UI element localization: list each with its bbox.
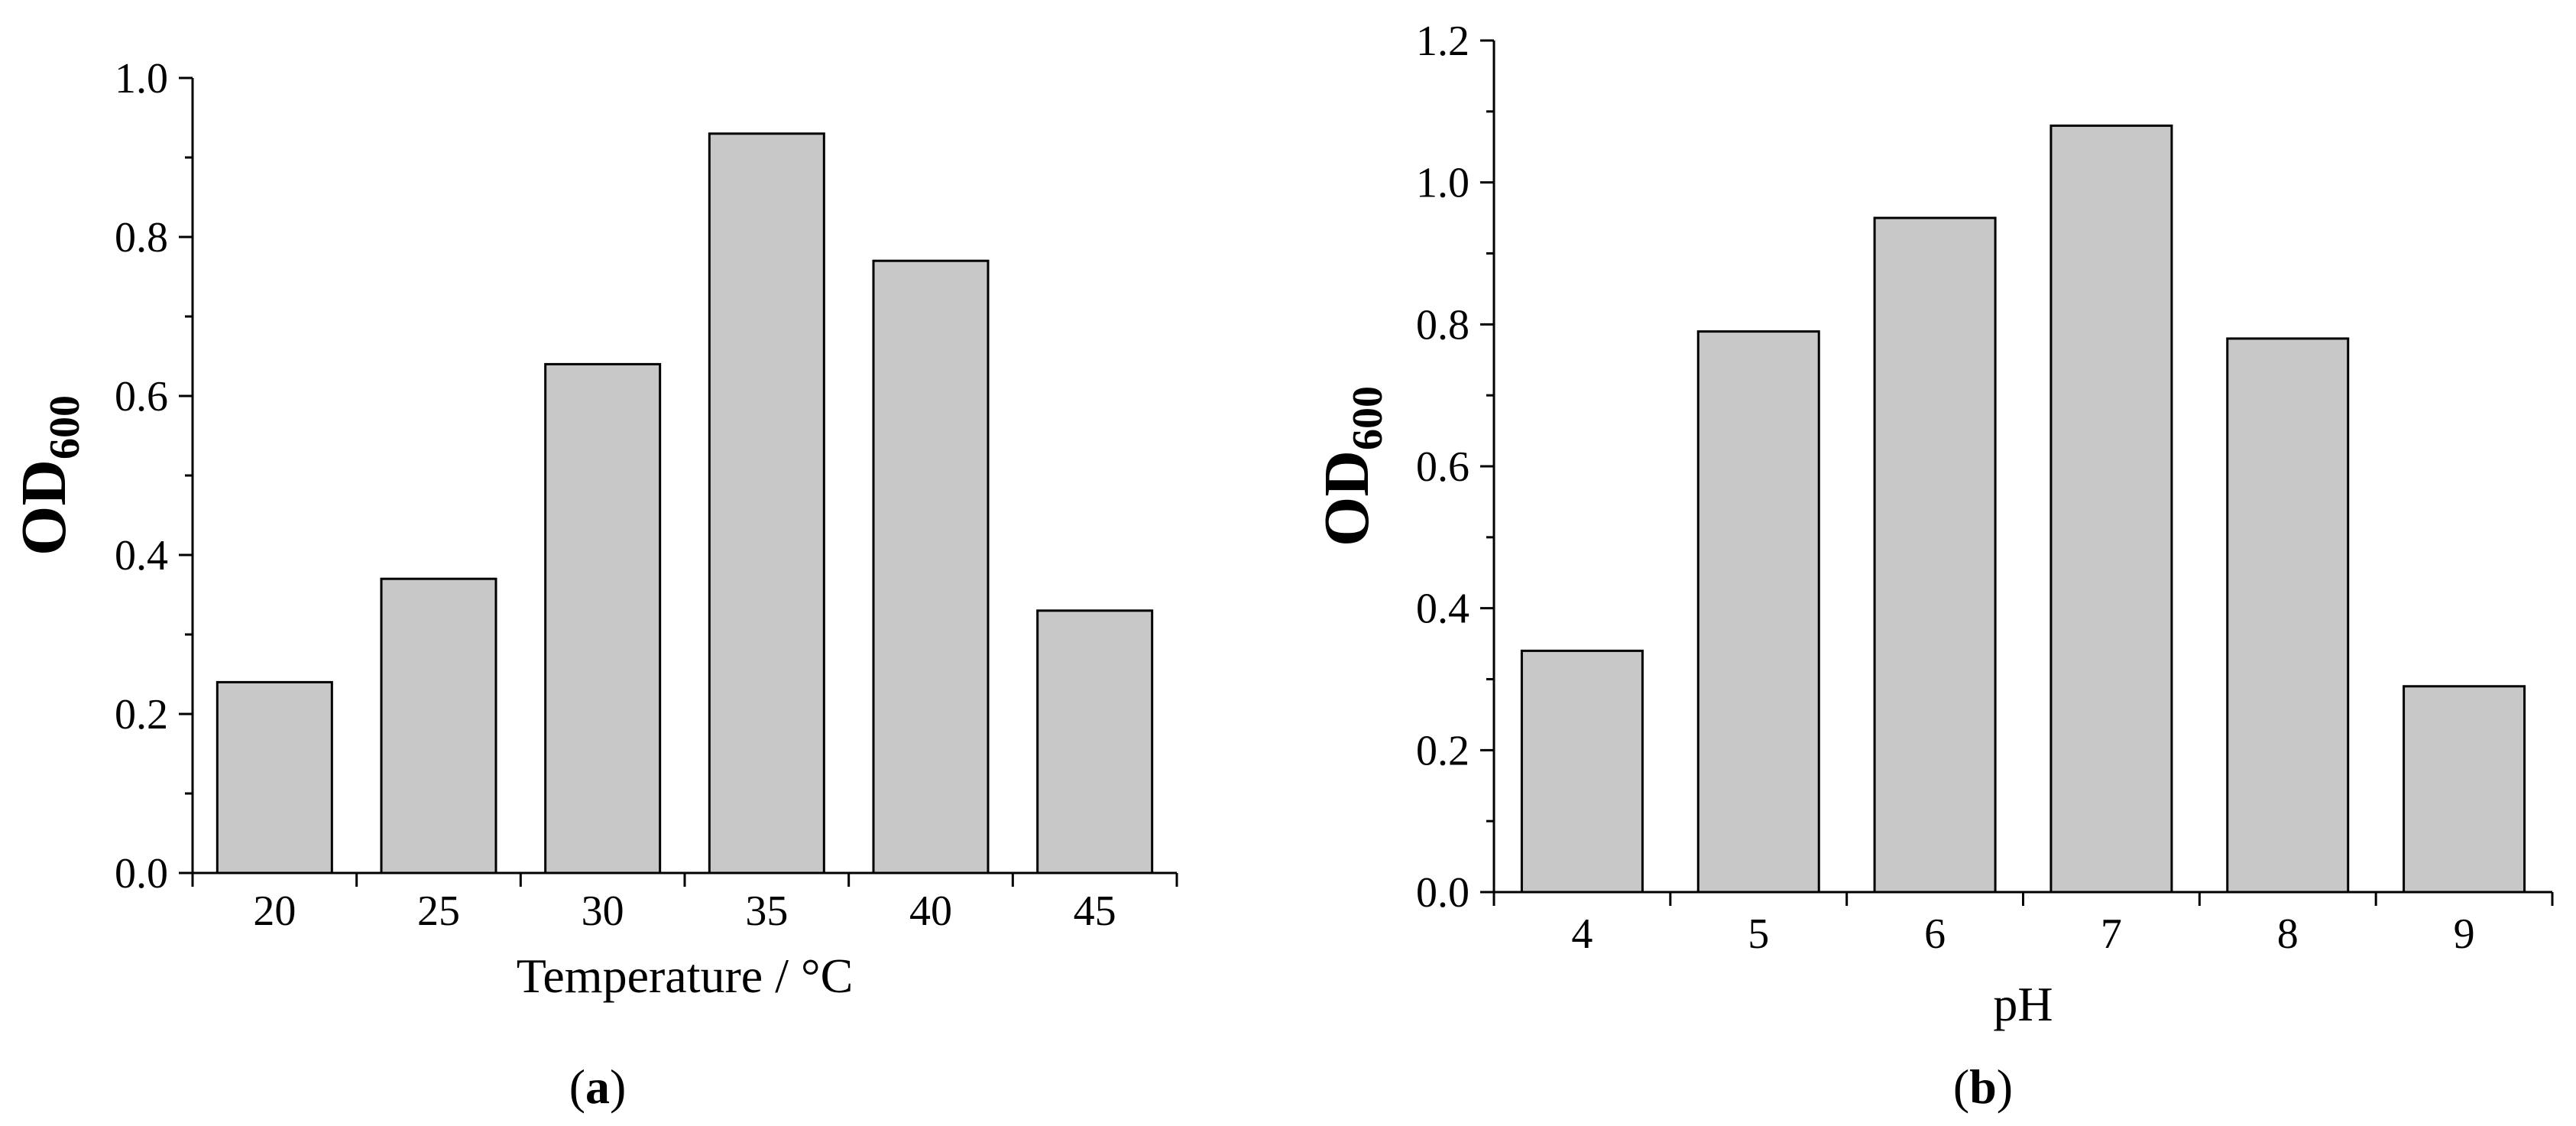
x-tick-label: 45 <box>1074 887 1116 935</box>
bar-8 <box>2226 337 2350 894</box>
x-tick-label: 20 <box>253 887 296 935</box>
y-tick-label: 0.6 <box>115 373 168 420</box>
y-tick-label: 0.0 <box>1416 869 1469 917</box>
x-tick-label: 7 <box>2101 910 2122 958</box>
bar-40 <box>872 259 990 875</box>
x-tick-label: 40 <box>909 887 952 935</box>
y-axis-title-main: OD <box>1311 450 1382 547</box>
panel-a-chart: 0.0 0.2 0.4 0.6 0.8 1.0 20 25 30 35 40 45 Temperatur… <box>8 55 1178 1114</box>
x-tick-label: 8 <box>2277 910 2299 958</box>
y-axis-title-main: OD <box>8 459 79 556</box>
y-tick-label: 1.2 <box>1416 18 1469 65</box>
y-tick-label: 0.2 <box>1416 727 1469 774</box>
y-tick-label: 1.0 <box>1416 160 1469 207</box>
y-tick-label: 0.4 <box>115 532 168 579</box>
x-tick-label: 35 <box>745 887 788 935</box>
y-tick-label: 0.8 <box>115 214 168 261</box>
y-tick-label: 0.6 <box>1416 443 1469 491</box>
y-tick-label: 0.8 <box>1416 301 1469 349</box>
panel-letter: b <box>1969 1059 1997 1114</box>
x-axis-title: Temperature / °C <box>517 949 854 1003</box>
panel-label: (a) <box>569 1059 627 1114</box>
bar-5 <box>1696 330 1820 894</box>
x-tick-label: 30 <box>582 887 624 935</box>
panel-letter: a <box>585 1059 610 1114</box>
bar-35 <box>708 132 825 875</box>
x-tick-label: 4 <box>1571 910 1593 958</box>
bar-20 <box>215 680 333 875</box>
x-tick-label: 6 <box>1924 910 1946 958</box>
y-axis-title-subscript: 600 <box>41 395 89 459</box>
y-tick-label: 0.4 <box>1416 586 1469 633</box>
bar-9 <box>2403 685 2526 894</box>
x-tick-label: 5 <box>1748 910 1769 958</box>
y-tick-label: 0.2 <box>115 691 168 738</box>
y-tick-label: 0.0 <box>115 850 168 897</box>
y-axis-title: OD600 <box>8 395 89 556</box>
bar-30 <box>544 362 662 875</box>
x-tick-label: 25 <box>417 887 460 935</box>
bar-6 <box>1873 216 1997 894</box>
bar-25 <box>380 577 497 875</box>
y-tick-label: 1.0 <box>115 55 168 102</box>
bar-45 <box>1036 609 1154 875</box>
panel-b-chart: 0.0 0.2 0.4 0.6 0.8 1.0 1.2 4 5 6 7 8 9 pH OD600 (b) <box>1311 18 2554 1114</box>
x-axis-title: pH <box>1993 977 2053 1031</box>
bar-4 <box>1520 649 1644 894</box>
panel-label: (b) <box>1953 1059 2013 1114</box>
y-axis-title-subscript: 600 <box>1344 386 1392 450</box>
bar-7 <box>2049 124 2173 894</box>
y-axis-title: OD600 <box>1311 386 1392 547</box>
x-tick-label: 9 <box>2454 910 2475 958</box>
